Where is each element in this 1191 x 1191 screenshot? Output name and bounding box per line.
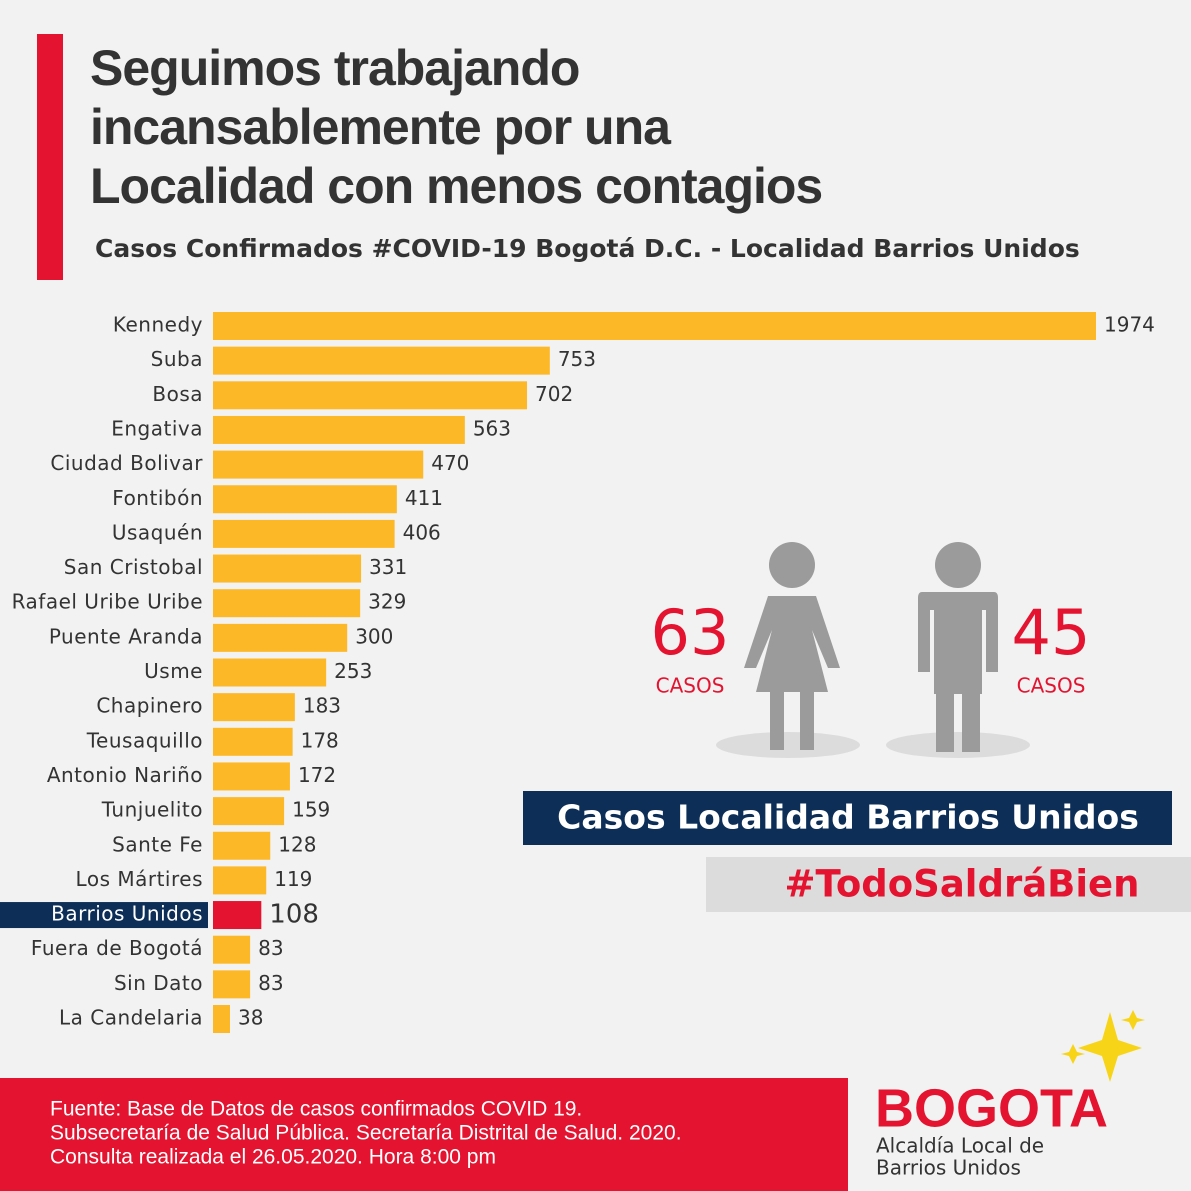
value-label: 753	[558, 347, 596, 371]
female-icon	[744, 542, 840, 750]
bar	[213, 797, 285, 826]
bar	[213, 346, 550, 375]
category-label: Fontibón	[112, 486, 203, 510]
footer-line: Consulta realizada el 26.05.2020. Hora 8…	[50, 1146, 496, 1169]
bar	[213, 1005, 230, 1033]
category-label: Bosa	[152, 382, 203, 406]
title-line: incansablemente por una	[90, 99, 672, 155]
logo-stars	[1061, 1010, 1145, 1082]
female-cases-label: CASOS	[656, 674, 725, 698]
value-label: 1974	[1104, 313, 1155, 337]
logo-line: Alcaldía Local de	[876, 1134, 1044, 1158]
category-label: La Candelaria	[59, 1006, 203, 1030]
female-cases: 63	[651, 596, 730, 669]
logo-wordmark: BOGOTA	[875, 1078, 1108, 1138]
value-label: 300	[355, 624, 393, 648]
bar	[213, 312, 1096, 340]
value-label: 172	[298, 763, 336, 787]
category-label: Usaquén	[112, 520, 203, 544]
bar	[213, 658, 327, 687]
value-label: 178	[301, 728, 339, 752]
value-label: 38	[238, 1006, 263, 1030]
bar	[213, 970, 251, 999]
category-label: Engativa	[111, 416, 203, 440]
bar	[213, 415, 465, 444]
value-label: 331	[369, 555, 407, 579]
value-label: 83	[258, 971, 283, 995]
bar	[213, 623, 348, 652]
category-label: Tunjuelito	[101, 798, 203, 822]
footer-box	[0, 1078, 848, 1191]
bar	[213, 450, 424, 479]
category-label: San Cristobal	[64, 555, 203, 579]
footer-line: Subsecretaría de Salud Pública. Secretar…	[50, 1122, 682, 1145]
footer-line: Fuente: Base de Datos de casos confirmad…	[50, 1098, 582, 1121]
bar	[213, 554, 362, 583]
bar	[213, 589, 361, 618]
category-label: Suba	[151, 347, 203, 371]
category-label: Puente Aranda	[49, 624, 203, 648]
bar	[213, 381, 528, 410]
logo-line: Barrios Unidos	[876, 1156, 1021, 1180]
category-highlight	[0, 902, 208, 929]
category-label: Ciudad Bolivar	[50, 451, 203, 475]
category-label: Sin Dato	[114, 971, 203, 995]
bar	[213, 693, 295, 722]
category-label: Fuera de Bogotá	[31, 936, 203, 960]
banner-box	[523, 791, 1172, 845]
category-label: Usme	[144, 659, 203, 683]
bar	[213, 762, 290, 791]
male-cases-label: CASOS	[1017, 674, 1086, 698]
title-line: Seguimos trabajando	[90, 40, 579, 96]
bar	[213, 485, 397, 514]
value-label: 128	[278, 832, 316, 856]
shadow	[886, 732, 1030, 758]
bar	[213, 831, 271, 860]
hashtag-box	[706, 857, 1191, 912]
accent-bar	[37, 34, 63, 280]
value-label: 159	[292, 798, 330, 822]
category-label: Barrios Unidos	[51, 902, 203, 926]
value-label: 702	[535, 382, 573, 406]
value-label: 411	[405, 486, 443, 510]
bar	[213, 519, 395, 548]
category-label: Rafael Uribe Uribe	[12, 590, 203, 614]
hashtag: #TodoSaldráBien	[785, 863, 1140, 906]
banner: Casos Localidad Barrios Unidos	[557, 798, 1139, 837]
category-label: Teusaquillo	[86, 728, 203, 752]
value-label: 406	[403, 520, 441, 544]
bar	[213, 935, 251, 964]
value-label: 119	[274, 867, 312, 891]
value-label: 563	[473, 416, 511, 440]
value-label: 470	[431, 451, 469, 475]
bar	[213, 866, 267, 895]
category-label: Kennedy	[113, 313, 203, 337]
value-label: 108	[269, 900, 319, 930]
category-label: Los Mártires	[76, 867, 203, 891]
value-label: 253	[334, 659, 372, 683]
category-label: Sante Fe	[112, 832, 203, 856]
subtitle: Casos Confirmados #COVID-19 Bogotá D.C. …	[95, 234, 1080, 263]
bar	[213, 727, 293, 756]
category-label: Chapinero	[96, 694, 203, 718]
male-cases: 45	[1012, 596, 1091, 669]
male-icon	[918, 542, 998, 752]
value-label: 83	[258, 936, 283, 960]
shadow	[716, 732, 860, 758]
value-label: 183	[303, 694, 341, 718]
title-line: Localidad con menos contagios	[90, 158, 822, 214]
bar	[213, 901, 262, 930]
value-label: 329	[368, 590, 406, 614]
category-label: Antonio Nariño	[47, 763, 203, 787]
